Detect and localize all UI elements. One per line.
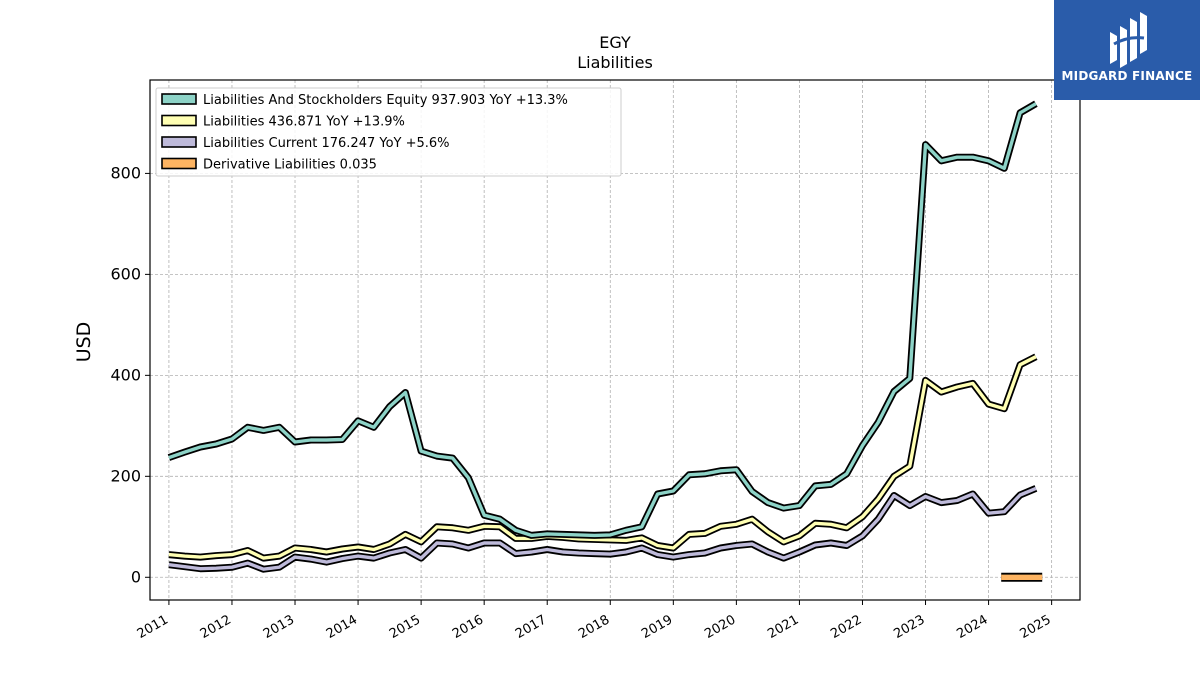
series-lines [167,100,1043,582]
x-tick-label: 2018 [576,612,612,642]
y-tick-label: 600 [110,264,141,283]
legend-swatch [161,136,197,148]
legend-box [155,87,622,177]
legend-label: Derivative Liabilities 0.035 [203,158,377,173]
legend: Liabilities And Stockholders Equity 937.… [155,87,622,177]
legend-swatch [161,93,197,105]
x-tick-label: 2013 [261,612,297,642]
series-liabilities-and-stockholders-equity [167,100,1038,539]
legend-swatch [161,114,197,127]
x-tick-label: 2017 [513,612,549,642]
series-line [168,355,1037,560]
legend-swatch [161,157,197,170]
series-liabilities-current [168,485,1038,573]
series-line [168,102,1037,538]
y-tick-label: 400 [110,365,141,384]
plot-frame [149,79,1081,601]
x-tick-label: 2011 [135,612,171,642]
legend-label: Liabilities And Stockholders Equity 937.… [203,93,568,108]
x-tick-label: 2019 [639,612,675,642]
y-axis: 0 200 400 600 800 [110,163,150,586]
series-line [168,486,1037,571]
x-tick-label: 2012 [198,612,234,642]
series-outline [168,353,1038,562]
chart-title: EGY [599,33,631,52]
x-tick-label: 2014 [324,612,360,642]
y-axis-label: USD [73,322,95,363]
y-tick-label: 800 [110,163,141,182]
x-tick-label: 2023 [891,612,927,642]
logo-mark-icon [1110,12,1147,68]
series-liabilities [168,353,1038,562]
x-tick-label: 2022 [828,612,864,642]
x-tick-label: 2024 [954,612,990,642]
x-tick-label: 2025 [1017,612,1053,642]
x-tick-label: 2016 [450,612,486,642]
brand-logo: MIDGARD FINANCE [1054,0,1200,100]
x-axis: 2011 2012 2013 2014 2015 2016 2017 2018 2019 2020… [135,600,1054,642]
legend-label: Liabilities Current 176.247 YoY +5.6% [203,136,450,151]
logo-text: MIDGARD FINANCE [1061,69,1193,83]
x-tick-label: 2021 [765,612,801,642]
x-tick-label: 2020 [702,612,738,642]
chart-subtitle: Liabilities [577,53,653,72]
y-tick-label: 0 [131,567,141,586]
y-tick-label: 200 [110,466,141,485]
legend-label: Liabilities 436.871 YoY +13.9% [203,115,405,130]
x-tick-label: 2015 [387,612,423,642]
